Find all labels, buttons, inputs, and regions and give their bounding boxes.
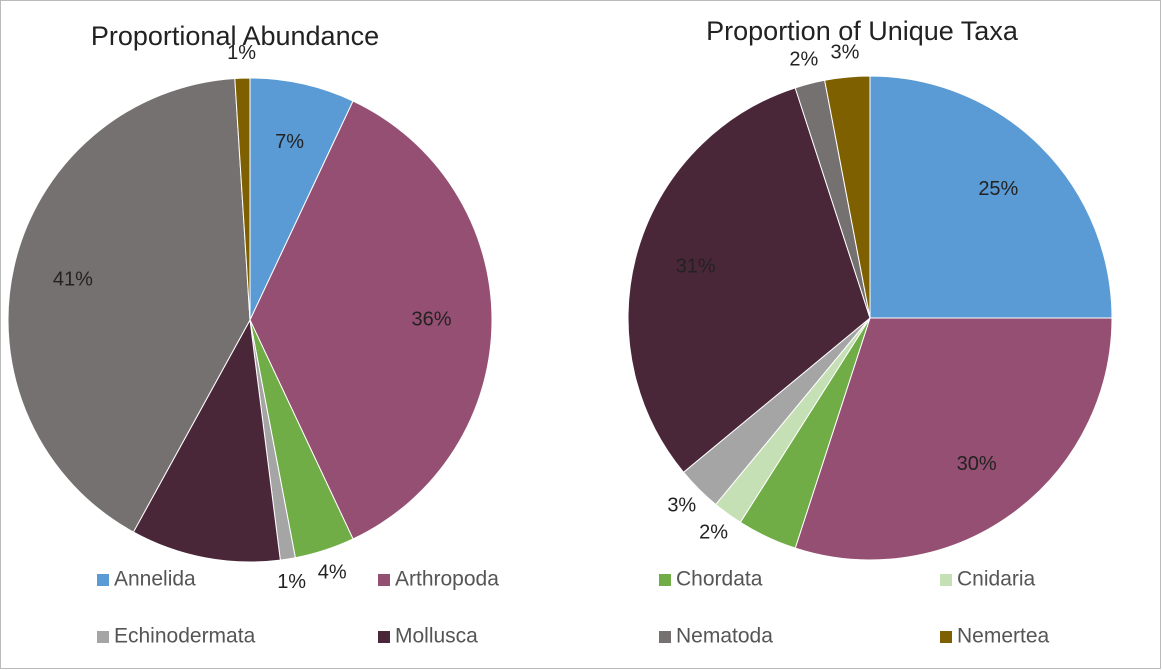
pie-slice <box>7 77 251 533</box>
legend-swatch <box>940 631 952 643</box>
data-label: 2% <box>789 48 818 70</box>
pie-slice <box>824 75 871 319</box>
legend-label: Nemertea <box>957 625 1050 648</box>
pie-slice <box>627 87 871 473</box>
data-label: 7% <box>275 131 304 153</box>
pie-slice <box>869 75 1113 319</box>
legend-label: Chordata <box>676 568 763 591</box>
data-label: 30% <box>957 453 997 475</box>
legend-label: Arthropoda <box>395 568 499 591</box>
chart-title: Proportion of Unique Taxa <box>706 16 1019 46</box>
legend-label: Echinodermata <box>114 625 256 648</box>
pie-slice <box>249 100 493 540</box>
legend-swatch <box>97 574 109 586</box>
data-label: 31% <box>676 256 716 278</box>
legend-label: Cnidaria <box>957 568 1036 591</box>
legend-label: Mollusca <box>395 625 478 648</box>
pie-slice <box>794 317 1113 561</box>
data-label: 2% <box>699 522 728 544</box>
legend-label: Nematoda <box>676 625 773 648</box>
legend-label: Annelida <box>114 568 196 591</box>
legend-swatch <box>378 631 390 643</box>
legend-swatch <box>97 631 109 643</box>
legend-swatch <box>940 574 952 586</box>
data-label: 4% <box>318 561 347 583</box>
data-label: 36% <box>411 308 451 330</box>
data-label: 41% <box>53 269 93 291</box>
legend-swatch <box>659 574 671 586</box>
pie-slice <box>132 318 281 563</box>
legend-swatch <box>659 631 671 643</box>
data-label: 1% <box>227 42 256 64</box>
data-label: 1% <box>277 571 306 593</box>
pie-slice <box>234 77 251 321</box>
legend-swatch <box>378 574 390 586</box>
data-label: 25% <box>978 178 1018 200</box>
data-label: 3% <box>830 41 859 63</box>
pie-slice <box>249 77 354 321</box>
data-label: 3% <box>667 495 696 517</box>
chart-title: Proportional Abundance <box>91 21 379 51</box>
